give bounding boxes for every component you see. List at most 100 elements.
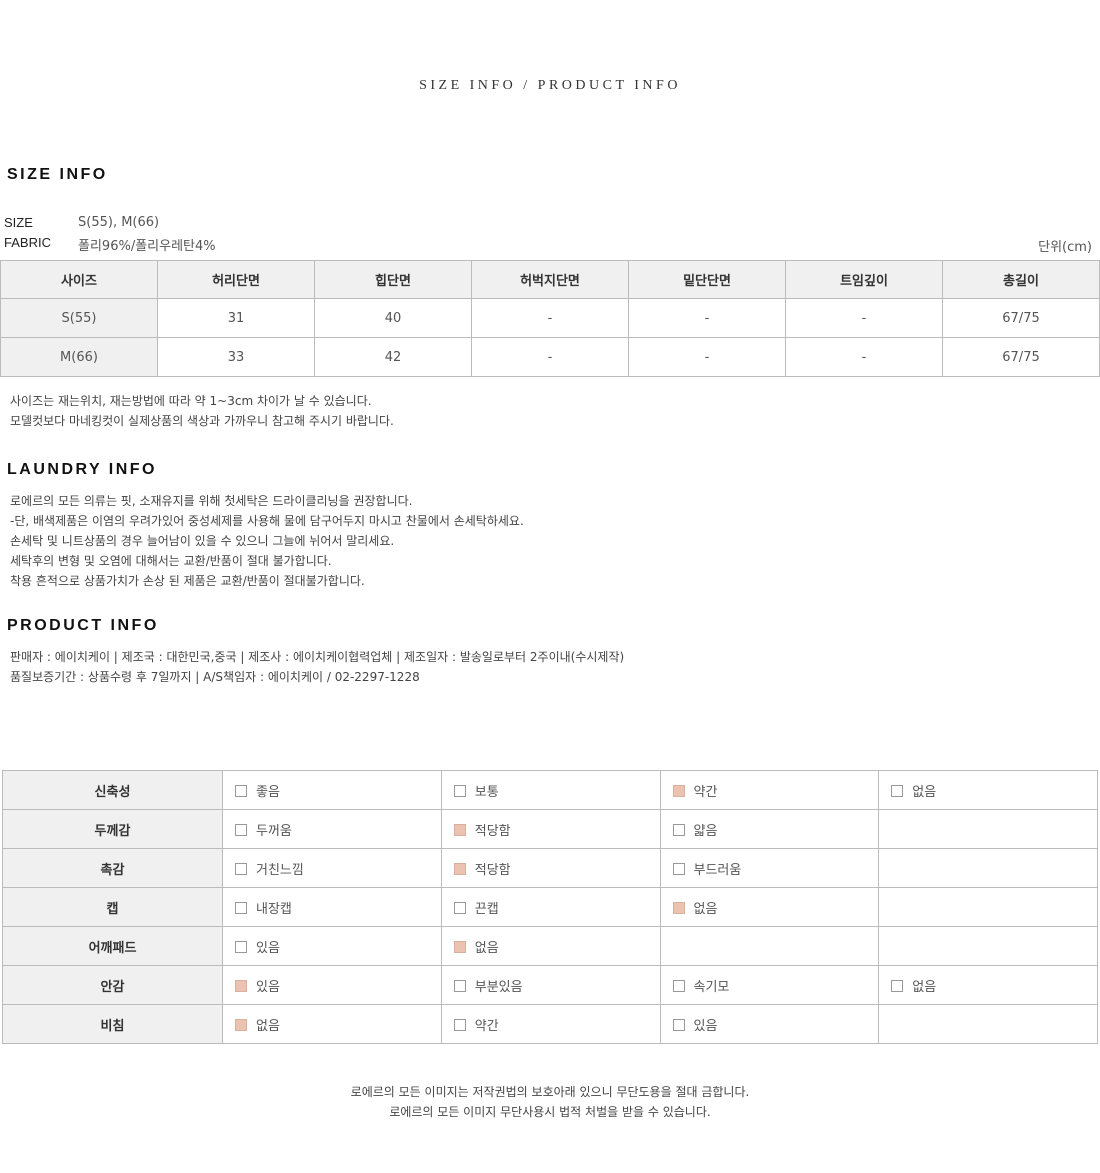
attribute-option-cell bbox=[878, 887, 1098, 927]
option-label: 거친느낌 bbox=[256, 862, 304, 878]
table-cell: 40 bbox=[314, 298, 472, 338]
option-label: 없음 bbox=[474, 940, 499, 956]
attribute-label: 어깨패드 bbox=[2, 926, 223, 966]
table-cell: 33 bbox=[157, 337, 315, 377]
product-line: 판매자 : 에이치케이 | 제조국 : 대한민국,중국 | 제조사 : 에이치케… bbox=[10, 650, 625, 664]
table-cell: S(55) bbox=[0, 298, 158, 338]
attribute-option-cell: 없음 bbox=[878, 965, 1098, 1005]
unchecked-box-icon bbox=[235, 940, 247, 953]
attribute-row: 비침 없음 약간 있음 bbox=[2, 1004, 1098, 1044]
unchecked-box-icon bbox=[672, 1018, 685, 1031]
attribute-label: 신축성 bbox=[2, 770, 223, 810]
note-line: 사이즈는 재는위치, 재는방법에 따라 약 1~3cm 차이가 날 수 있습니다… bbox=[10, 394, 372, 408]
unchecked-box-icon bbox=[453, 1018, 466, 1031]
table-cell: - bbox=[471, 337, 629, 377]
attribute-option-cell: 내장캡 bbox=[222, 887, 442, 927]
option-label: 없음 bbox=[256, 1018, 280, 1034]
option-label: 적당함 bbox=[474, 862, 511, 878]
table-row: S(55) 31 40- - -67/75 bbox=[0, 298, 1100, 338]
table-cell: 67/75 bbox=[942, 298, 1100, 338]
option-label: 내장캡 bbox=[256, 901, 292, 917]
attribute-option-cell: 속기모 bbox=[659, 965, 880, 1005]
footer-line: 로에르의 모든 이미지 무단사용시 법적 처벌을 받을 수 있습니다. bbox=[389, 1105, 711, 1119]
option-label: 없음 bbox=[693, 901, 718, 917]
attribute-option-cell bbox=[878, 926, 1098, 966]
size-label: SIZE bbox=[4, 215, 33, 230]
attribute-option-cell bbox=[659, 926, 880, 966]
attribute-row: 촉감 거친느낌 적당함 부드러움 bbox=[2, 848, 1098, 888]
option-label: 속기모 bbox=[693, 979, 730, 995]
attribute-option-cell: 없음 bbox=[659, 887, 880, 927]
table-cell: - bbox=[628, 337, 786, 377]
option-label: 있음 bbox=[693, 1018, 718, 1034]
table-cell: - bbox=[785, 298, 943, 338]
note-line: 모델컷보다 마네킹컷이 실제상품의 색상과 가까우니 참고해 주시기 바랍니다. bbox=[10, 414, 394, 428]
option-label: 부분있음 bbox=[474, 979, 523, 995]
unchecked-box-icon bbox=[235, 862, 247, 875]
attribute-option-cell: 없음 bbox=[222, 1004, 442, 1044]
attribute-label: 촉감 bbox=[2, 848, 223, 888]
attribute-option-cell: 없음 bbox=[440, 926, 661, 966]
attribute-option-cell: 있음 bbox=[222, 965, 442, 1005]
attribute-row: 어깨패드 있음 없음 bbox=[2, 926, 1098, 966]
size-table: 사이즈 허리단면 힙단면 허벅지단면 밑단단면 트임깊이 총길이 S(55) 31 40- - -67… bbox=[0, 260, 1100, 377]
size-notes: 사이즈는 재는위치, 재는방법에 따라 약 1~3cm 차이가 날 수 있습니다… bbox=[10, 391, 394, 431]
option-label: 있음 bbox=[256, 940, 280, 956]
checked-box-icon bbox=[235, 979, 247, 992]
checked-box-icon bbox=[672, 901, 685, 914]
table-cell: - bbox=[628, 298, 786, 338]
product-info-heading: PRODUCT INFO bbox=[7, 617, 159, 634]
attribute-option-cell: 두꺼움 bbox=[222, 809, 442, 849]
attribute-row: 두께감 두꺼움 적당함 얇음 bbox=[2, 809, 1098, 849]
checked-box-icon bbox=[235, 1018, 247, 1031]
option-label: 얇음 bbox=[693, 823, 718, 839]
attribute-option-cell: 약간 bbox=[659, 770, 880, 810]
attribute-row: 캡 내장캡 끈캡 없음 bbox=[2, 887, 1098, 927]
column-header: 총길이 bbox=[942, 260, 1100, 299]
column-header: 사이즈 bbox=[0, 260, 158, 299]
attribute-option-cell: 없음 bbox=[878, 770, 1098, 810]
attribute-option-cell: 부드러움 bbox=[659, 848, 880, 888]
attribute-table: 신축성 좋음 보통 약간 없음 두께감 두꺼움 적당함 얇음 촉감 거친느낌 적당함 부드러움 캡 내장캡 끈… bbox=[2, 770, 1098, 1044]
attribute-option-cell bbox=[878, 809, 1098, 849]
option-label: 있음 bbox=[256, 979, 280, 995]
attribute-option-cell: 좋음 bbox=[222, 770, 442, 810]
attribute-option-cell: 적당함 bbox=[440, 848, 661, 888]
unchecked-box-icon bbox=[235, 784, 247, 797]
checked-box-icon bbox=[453, 862, 466, 875]
option-label: 약간 bbox=[693, 784, 718, 800]
attribute-label: 안감 bbox=[2, 965, 223, 1005]
option-label: 끈캡 bbox=[474, 901, 499, 917]
attribute-option-cell: 약간 bbox=[440, 1004, 661, 1044]
column-header: 트임깊이 bbox=[785, 260, 943, 299]
product-line: 품질보증기간 : 상품수령 후 7일까지 | A/S책임자 : 에이치케이 / … bbox=[10, 670, 420, 684]
laundry-line: -단, 배색제품은 이염의 우려가있어 중성세제를 사용해 물에 담구어두지 마… bbox=[10, 514, 524, 528]
unchecked-box-icon bbox=[235, 823, 247, 836]
size-info-heading: SIZE INFO bbox=[7, 166, 108, 183]
unchecked-box-icon bbox=[453, 901, 466, 914]
size-value: S(55), M(66) bbox=[78, 215, 160, 230]
attribute-option-cell: 적당함 bbox=[440, 809, 661, 849]
page-title: SIZE INFO / PRODUCT INFO bbox=[419, 78, 681, 93]
footer-line: 로에르의 모든 이미지는 저작권법의 보호아래 있으니 무단도용을 절대 금합니… bbox=[350, 1085, 750, 1099]
table-cell: - bbox=[785, 337, 943, 377]
attribute-option-cell: 보통 bbox=[440, 770, 661, 810]
unchecked-box-icon bbox=[672, 979, 685, 992]
unchecked-box-icon bbox=[453, 784, 466, 797]
attribute-label: 두께감 bbox=[2, 809, 223, 849]
unchecked-box-icon bbox=[672, 862, 685, 875]
option-label: 없음 bbox=[912, 784, 937, 800]
attribute-option-cell: 부분있음 bbox=[440, 965, 661, 1005]
column-header: 허리단면 bbox=[157, 260, 315, 299]
laundry-info-heading: LAUNDRY INFO bbox=[7, 461, 157, 478]
table-cell: 31 bbox=[157, 298, 315, 338]
option-label: 없음 bbox=[912, 979, 937, 995]
laundry-line: 착용 흔적으로 상품가치가 손상 된 제품은 교환/반품이 절대불가합니다. bbox=[10, 574, 365, 588]
option-label: 약간 bbox=[474, 1018, 499, 1034]
unit-label: 단위(cm) bbox=[1038, 240, 1092, 255]
table-cell: 42 bbox=[314, 337, 472, 377]
laundry-line: 손세탁 및 니트상품의 경우 늘어남이 있을 수 있으니 그늘에 뉘어서 말리세… bbox=[10, 534, 395, 548]
attribute-option-cell bbox=[878, 1004, 1098, 1044]
option-label: 적당함 bbox=[474, 823, 511, 839]
product-lines: 판매자 : 에이치케이 | 제조국 : 대한민국,중국 | 제조사 : 에이치케… bbox=[10, 647, 624, 687]
